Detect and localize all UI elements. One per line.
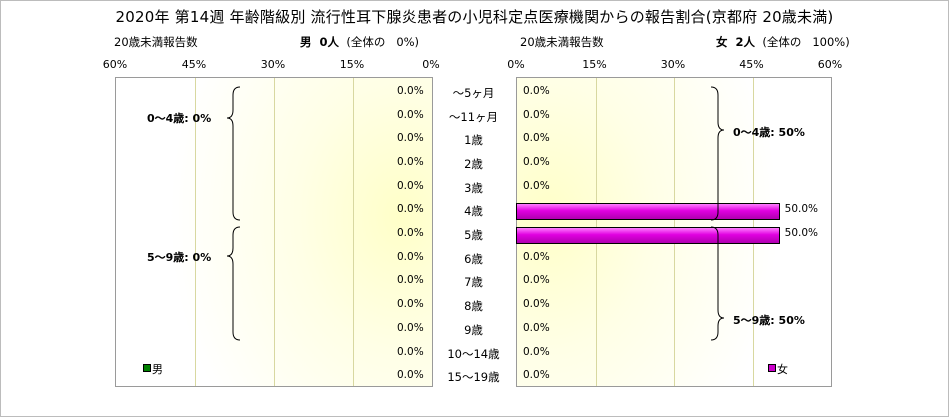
tick-label-left-1: 45% bbox=[181, 58, 207, 71]
left-group-label-5-9: 5～9歳: 0% bbox=[147, 251, 212, 264]
female-data-label: 0.0% bbox=[523, 369, 550, 382]
category-label: 9歳 bbox=[464, 322, 483, 337]
category-label: 10～14歳 bbox=[447, 346, 500, 361]
female-data-label: 0.0% bbox=[523, 108, 550, 121]
male-data-label: 0.0% bbox=[397, 298, 424, 311]
left-sex-label: 男 bbox=[300, 35, 312, 49]
female-legend: 女 bbox=[768, 361, 788, 377]
right-share-value: 100%) bbox=[812, 35, 850, 49]
tick-label-right-2: 30% bbox=[660, 58, 686, 71]
right-group-label-0-4: 0～4歳: 50% bbox=[733, 126, 805, 139]
male-legend-swatch bbox=[143, 364, 151, 372]
female-data-label: 0.0% bbox=[523, 274, 550, 287]
category-label: ～11ヶ月 bbox=[448, 109, 499, 124]
category-label: 8歳 bbox=[464, 299, 483, 314]
left-bracket-0-4 bbox=[226, 86, 241, 221]
female-data-label: 0.0% bbox=[523, 321, 550, 334]
tick-label-right-0: 0% bbox=[507, 58, 525, 71]
right-axis-title: 20歳未満報告数 bbox=[520, 35, 604, 49]
category-label: 5歳 bbox=[464, 228, 483, 243]
female-data-label: 0.0% bbox=[523, 132, 550, 145]
female-data-label: 0.0% bbox=[523, 84, 550, 97]
tick-label-left-3: 15% bbox=[339, 58, 365, 71]
male-legend: 男 bbox=[143, 361, 163, 377]
category-label: 4歳 bbox=[464, 204, 483, 219]
female-bar bbox=[516, 203, 780, 221]
right-sex-label: 女 bbox=[716, 35, 728, 49]
female-data-label: 0.0% bbox=[523, 250, 550, 263]
male-data-label: 0.0% bbox=[397, 84, 424, 97]
male-data-label: 0.0% bbox=[397, 369, 424, 382]
male-legend-label: 男 bbox=[152, 363, 163, 376]
left-share-text: (全体の bbox=[346, 35, 386, 49]
female-data-label: 50.0% bbox=[784, 227, 819, 240]
right-count: 2人 bbox=[735, 35, 756, 49]
category-label: 7歳 bbox=[464, 275, 483, 290]
female-data-label: 50.0% bbox=[784, 203, 819, 216]
tick-label-left-0: 60% bbox=[102, 58, 128, 71]
right-summary: 女 2人 (全体の 100%) bbox=[716, 34, 850, 50]
female-legend-label: 女 bbox=[777, 363, 788, 376]
male-data-label: 0.0% bbox=[397, 108, 424, 121]
left-summary: 男 0人 (全体の 0%) bbox=[300, 34, 419, 50]
left-bracket-5-9 bbox=[226, 226, 241, 341]
gridline-left-3 bbox=[353, 78, 354, 386]
tick-label-right-4: 60% bbox=[817, 58, 843, 71]
right-share-text: (全体の bbox=[762, 35, 802, 49]
female-data-label: 0.0% bbox=[523, 155, 550, 168]
right-bracket-5-9 bbox=[710, 226, 725, 341]
male-data-label: 0.0% bbox=[397, 274, 424, 287]
male-data-label: 0.0% bbox=[397, 345, 424, 358]
male-data-label: 0.0% bbox=[397, 321, 424, 334]
male-data-label: 0.0% bbox=[397, 179, 424, 192]
left-axis-title: 20歳未満報告数 bbox=[114, 35, 198, 49]
tick-label-right-3: 45% bbox=[739, 58, 764, 71]
male-data-label: 0.0% bbox=[397, 250, 424, 263]
category-label: 2歳 bbox=[464, 156, 483, 171]
male-data-label: 0.0% bbox=[397, 132, 424, 145]
female-bar bbox=[516, 227, 780, 245]
category-label: 1歳 bbox=[464, 133, 483, 148]
tick-label-left-4: 0% bbox=[422, 58, 440, 71]
male-data-label: 0.0% bbox=[397, 203, 424, 216]
category-label: 15～19歳 bbox=[447, 370, 500, 385]
right-bracket-0-4 bbox=[710, 86, 725, 221]
male-data-label: 0.0% bbox=[397, 155, 424, 168]
tick-label-left-2: 30% bbox=[260, 58, 286, 71]
gridline-left-2 bbox=[274, 78, 275, 386]
female-legend-swatch bbox=[768, 364, 776, 372]
left-share-value: 0%) bbox=[396, 35, 420, 49]
female-data-label: 0.0% bbox=[523, 298, 550, 311]
male-data-label: 0.0% bbox=[397, 227, 424, 240]
category-label: 3歳 bbox=[464, 180, 483, 195]
tick-label-right-1: 15% bbox=[582, 58, 607, 71]
left-group-label-0-4: 0～4歳: 0% bbox=[147, 112, 212, 125]
male-plot-area bbox=[115, 77, 433, 387]
female-data-label: 0.0% bbox=[523, 345, 550, 358]
gridline-left-1 bbox=[195, 78, 196, 386]
female-data-label: 0.0% bbox=[523, 179, 550, 192]
chart-title: 2020年 第14週 年齢階級別 流行性耳下腺炎患者の小児科定点医療機関からの報… bbox=[115, 8, 834, 26]
category-label: ～5ヶ月 bbox=[452, 85, 495, 100]
right-group-label-5-9: 5～9歳: 50% bbox=[733, 314, 805, 327]
category-label: 6歳 bbox=[464, 251, 483, 266]
left-count: 0人 bbox=[319, 35, 340, 49]
